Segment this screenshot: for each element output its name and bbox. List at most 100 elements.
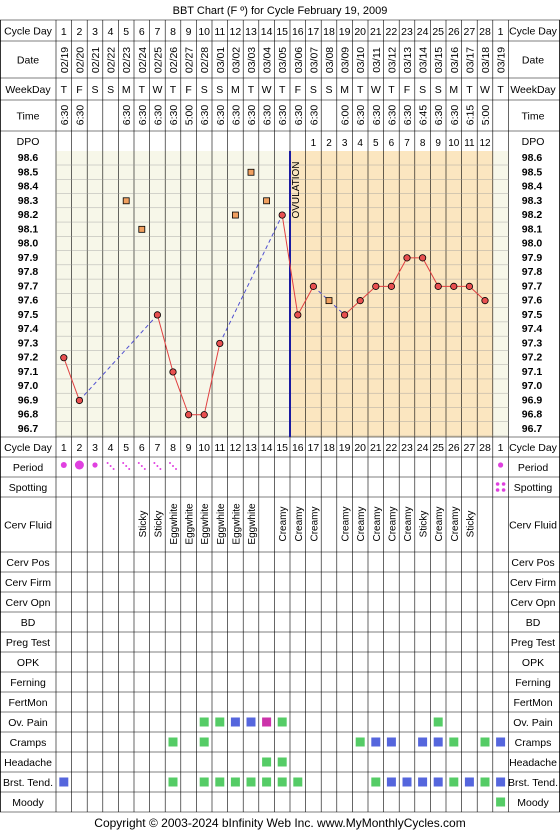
cycle-day-top: 1 bbox=[498, 26, 504, 38]
y-tick-right: 96.7 bbox=[522, 423, 543, 435]
date-cell: 02/26 bbox=[168, 47, 180, 73]
ov-pain-marker bbox=[433, 717, 443, 727]
cycle-day-bottom: 14 bbox=[261, 442, 273, 454]
cycle-day-bottom: 4 bbox=[108, 442, 114, 454]
cycle-day-top: 16 bbox=[292, 26, 304, 38]
cerv-fluid-cell: Sticky bbox=[153, 511, 164, 538]
cycle-day-bottom: 15 bbox=[276, 442, 288, 454]
row-label-left-headache: Headache bbox=[4, 757, 52, 769]
y-tick-right: 97.1 bbox=[522, 366, 543, 378]
y-tick-left: 97.9 bbox=[18, 252, 39, 264]
cycle-day-top: 1 bbox=[61, 26, 67, 38]
period-marker bbox=[156, 465, 159, 467]
cycle-day-top: 26 bbox=[448, 26, 460, 38]
row-label-left-dpo: DPO bbox=[17, 136, 40, 148]
time-cell: 6:15 bbox=[464, 105, 476, 126]
weekday-cell: S bbox=[325, 84, 332, 96]
ovulation-label: OVULATION bbox=[291, 161, 302, 218]
cycle-day-bottom: 1 bbox=[61, 442, 67, 454]
period-marker bbox=[128, 468, 131, 470]
date-cell: 03/12 bbox=[386, 47, 398, 73]
row-label-right-brst_tend: Brst. Tend. bbox=[508, 777, 558, 789]
y-tick-right: 97.5 bbox=[522, 309, 543, 321]
row-label-right-headache: Headache bbox=[509, 757, 557, 769]
brst-tend-marker bbox=[371, 777, 381, 787]
discarded-temp-point bbox=[122, 197, 130, 205]
weekday-cell: W bbox=[152, 84, 162, 96]
cycle-day-bottom: 18 bbox=[323, 442, 335, 454]
date-cell: 03/19 bbox=[496, 47, 508, 73]
cerv-fluid-cell: Creamy bbox=[403, 506, 414, 541]
cycle-day-top: 19 bbox=[339, 26, 351, 38]
period-marker bbox=[109, 465, 112, 467]
cerv-fluid-cell: Creamy bbox=[309, 506, 320, 541]
date-cell: 03/01 bbox=[215, 47, 227, 73]
y-tick-right: 98.6 bbox=[522, 152, 543, 164]
cycle-day-top: 20 bbox=[354, 26, 366, 38]
time-cell: 5:00 bbox=[480, 105, 492, 126]
row-label-left-ferning: Ferning bbox=[10, 677, 46, 689]
cramps-marker bbox=[371, 737, 381, 747]
y-tick-right: 98.0 bbox=[522, 238, 543, 250]
temp-point bbox=[387, 282, 395, 290]
y-tick-right: 96.8 bbox=[522, 409, 543, 421]
discarded-temp-point bbox=[247, 168, 255, 176]
y-tick-right: 98.2 bbox=[522, 209, 543, 221]
period-marker bbox=[175, 468, 177, 470]
time-cell: 6:30 bbox=[293, 105, 305, 126]
brst-tend-marker bbox=[418, 777, 428, 787]
weekday-cell: W bbox=[371, 84, 381, 96]
period-marker bbox=[169, 462, 171, 464]
cycle-day-top: 14 bbox=[261, 26, 273, 38]
row-label-left-cycle_day: Cycle Day bbox=[4, 26, 53, 38]
temp-point bbox=[60, 354, 68, 362]
period-marker bbox=[498, 462, 504, 468]
cerv-fluid-cell: Sticky bbox=[138, 511, 149, 538]
cycle-day-top: 12 bbox=[230, 26, 242, 38]
y-tick-right: 97.2 bbox=[522, 352, 543, 364]
brst-tend-marker bbox=[215, 777, 225, 787]
dpo-cell: 3 bbox=[342, 138, 348, 149]
weekday-cell: M bbox=[122, 84, 131, 96]
cycle-day-bottom: 9 bbox=[186, 442, 192, 454]
row-label-right-cerv_pos: Cerv Pos bbox=[511, 557, 554, 569]
weekday-cell: S bbox=[107, 84, 114, 96]
temp-point bbox=[372, 282, 380, 290]
cramps-marker bbox=[168, 737, 178, 747]
cycle-day-top: 25 bbox=[432, 26, 444, 38]
y-tick-left: 98.2 bbox=[18, 209, 39, 221]
cerv-fluid-cell: Creamy bbox=[372, 506, 383, 541]
date-cell: 03/10 bbox=[355, 47, 367, 73]
cycle-day-top: 5 bbox=[123, 26, 129, 38]
cycle-day-top: 21 bbox=[370, 26, 382, 38]
period-marker bbox=[159, 468, 162, 470]
temperature-series: OVULATION bbox=[60, 151, 489, 437]
cycle-day-bottom: 17 bbox=[308, 442, 320, 454]
cycle-day-bottom: 11 bbox=[214, 442, 225, 454]
headache-marker bbox=[262, 757, 272, 767]
temp-segment bbox=[297, 286, 314, 316]
row-label-left-cerv_fluid: Cerv Fluid bbox=[4, 520, 52, 532]
row-label-left-moody: Moody bbox=[12, 797, 44, 809]
chart-grid bbox=[0, 19, 560, 813]
y-tick-right: 98.1 bbox=[522, 223, 543, 235]
temp-point bbox=[434, 282, 442, 290]
discarded-temp-point bbox=[138, 225, 146, 233]
time-cell: 5:00 bbox=[184, 105, 196, 126]
cycle-day-bottom: 19 bbox=[339, 442, 351, 454]
weekday-cell: M bbox=[449, 84, 458, 96]
y-tick-right: 97.0 bbox=[522, 380, 543, 392]
period-marker bbox=[74, 460, 84, 470]
ov-pain-marker bbox=[246, 717, 256, 727]
date-cell: 03/09 bbox=[340, 47, 352, 73]
date-cell: 02/21 bbox=[90, 47, 102, 73]
y-tick-right: 97.7 bbox=[522, 280, 543, 292]
weekday-cell: M bbox=[231, 84, 240, 96]
row-label-right-moody: Moody bbox=[517, 797, 549, 809]
row-label-left-spotting: Spotting bbox=[9, 482, 48, 494]
time-cell: 6:30 bbox=[277, 105, 289, 126]
cycle-day-top: 17 bbox=[308, 26, 320, 38]
dpo-cell: 11 bbox=[464, 138, 475, 149]
weekday-cell: S bbox=[435, 84, 442, 96]
ov-pain-marker bbox=[199, 717, 209, 727]
